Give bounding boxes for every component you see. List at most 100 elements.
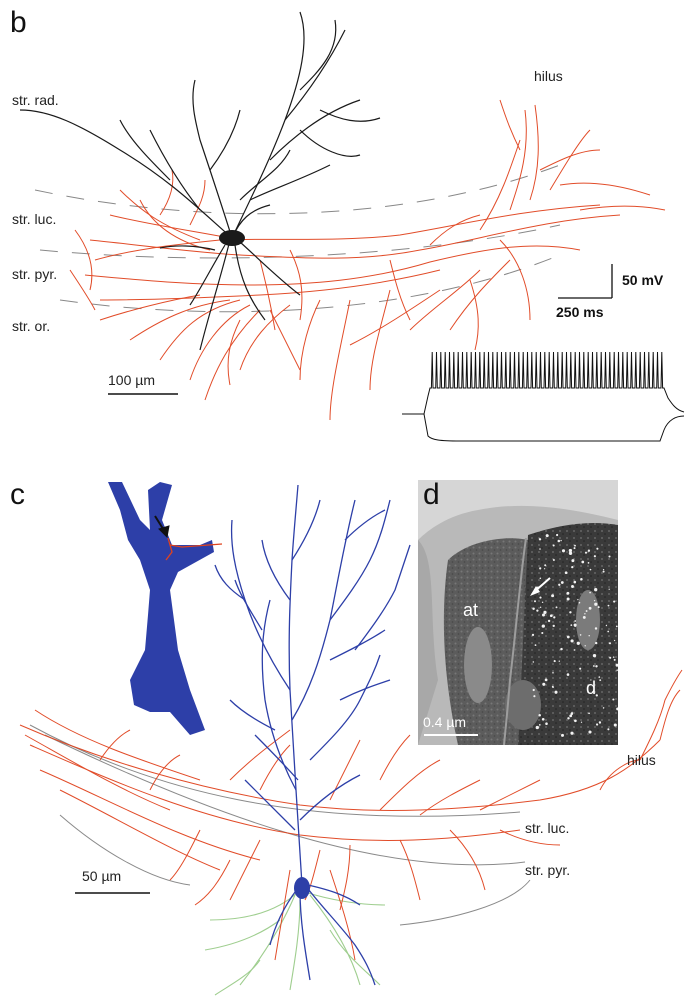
em-label-d: d (586, 678, 597, 698)
em-speckle (576, 641, 580, 645)
em-speckle (570, 712, 574, 716)
em-speckle (571, 585, 574, 588)
em-speckle (607, 630, 610, 633)
em-speckle (584, 645, 586, 647)
em-speckle (580, 721, 583, 723)
em-speckle (541, 613, 546, 617)
em-speckle (571, 711, 573, 714)
em-speckle (538, 538, 542, 541)
em-speckle (602, 570, 605, 573)
em-speckle (555, 606, 558, 609)
em-speckle (557, 539, 561, 543)
em-speckle (568, 551, 573, 555)
label-str-rad: str. rad. (12, 92, 59, 108)
em-speckle (607, 728, 610, 731)
em-speckle (612, 698, 615, 701)
axon-tree-b (69, 99, 666, 421)
em-speckle (595, 694, 598, 697)
em-speckle (580, 577, 583, 581)
em-speckle (594, 588, 598, 592)
em-speckle (605, 624, 608, 627)
em-speckle (584, 551, 588, 554)
em-speckle (544, 678, 548, 682)
em-speckle (571, 565, 574, 569)
em-speckle (570, 731, 574, 735)
em-speckle (543, 610, 547, 615)
em-speckle (592, 653, 597, 658)
em-speckle (574, 544, 576, 547)
soma-b (219, 230, 245, 246)
em-speckle (594, 602, 598, 606)
em-speckle (570, 624, 573, 626)
em-speckle (591, 691, 594, 693)
em-speckle (539, 567, 542, 570)
em-speckle (579, 634, 582, 636)
em-speckle (588, 635, 590, 637)
em-speckle (539, 596, 542, 599)
em-speckle (560, 581, 564, 584)
label-str-luc-c: str. luc. (525, 820, 570, 836)
em-speckle (602, 707, 605, 709)
em-speckle (556, 533, 559, 537)
em-speckle (607, 604, 610, 607)
em-speckle (590, 679, 592, 681)
dendrite-inset-c (108, 482, 214, 735)
em-speckle (560, 647, 563, 651)
em-speckle (558, 583, 561, 586)
em-speckle (541, 601, 544, 604)
em-speckle (608, 588, 610, 590)
em-speckle (545, 534, 549, 538)
em-speckle (579, 667, 582, 670)
label-hilus-b: hilus (534, 68, 563, 84)
em-speckle (609, 656, 612, 659)
em-speckle (552, 672, 554, 674)
scale-label-50um: 50 µm (82, 868, 122, 884)
em-speckle (588, 712, 590, 715)
em-speckle (561, 733, 564, 737)
em-speckle (553, 660, 556, 663)
em-speckle (564, 571, 568, 575)
em-speckle (593, 665, 595, 667)
hyperpolarizing-trace (423, 413, 685, 442)
inset-axon-red (169, 543, 223, 548)
em-speckle (585, 610, 588, 612)
label-hilus-c: hilus (627, 752, 656, 768)
em-speckle (582, 615, 586, 619)
em-speckle (574, 719, 577, 723)
em-speckle (539, 577, 542, 579)
em-speckle (532, 607, 535, 611)
em-speckle (545, 722, 548, 725)
em-speckle (560, 539, 562, 542)
label-str-pyr-b: str. pyr. (12, 266, 58, 282)
em-speckle (613, 639, 616, 642)
em-speckle (613, 600, 616, 603)
em-speckle (615, 663, 618, 667)
em-speckle (534, 644, 537, 647)
soma-c (294, 877, 310, 899)
em-label-at: at (463, 600, 479, 620)
em-speckle (551, 614, 553, 616)
em-speckle (533, 695, 536, 698)
em-speckle (613, 723, 617, 727)
em-speckle (536, 609, 539, 612)
em-speckle (599, 679, 602, 681)
em-speckle (589, 568, 592, 571)
em-speckle (541, 717, 545, 721)
em-speckle (616, 669, 618, 671)
em-speckle (561, 549, 566, 553)
basal-dendrites-c (204, 889, 386, 996)
em-speckle (581, 560, 585, 564)
em-speckle (566, 635, 570, 639)
em-speckle (578, 601, 581, 604)
em-speckle (566, 673, 570, 676)
em-speckle (574, 620, 577, 622)
em-micrograph: at d 0.4 µm (418, 480, 618, 745)
em-speckle (596, 723, 599, 726)
em-speckle (541, 631, 544, 635)
em-speckle (602, 568, 605, 571)
em-speckle (598, 721, 602, 724)
panel-c-letter: c (10, 478, 25, 511)
em-speckle (570, 639, 574, 643)
em-speckle (568, 548, 573, 553)
